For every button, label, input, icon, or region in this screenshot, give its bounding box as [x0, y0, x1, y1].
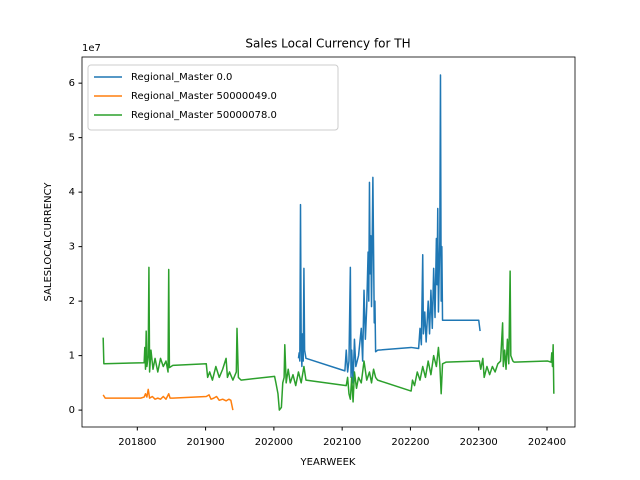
x-tick-label: 202300	[460, 437, 498, 448]
x-axis-label: YEARWEEK	[300, 457, 356, 468]
line-series	[102, 388, 234, 411]
x-tick-label: 201900	[186, 437, 224, 448]
x-tick-label: 202400	[528, 437, 566, 448]
legend-label: Regional_Master 0.0	[131, 72, 232, 83]
x-tick-label: 202000	[255, 437, 293, 448]
line-series	[297, 74, 481, 384]
axes-frame	[81, 56, 576, 428]
y-axis-label: SALESLOCALCURRENCY	[43, 182, 54, 302]
y-tick-label: 5	[69, 133, 75, 144]
line-series	[102, 266, 555, 411]
legend-label: Regional_Master 50000078.0	[131, 110, 277, 121]
x-tick-label: 201800	[118, 437, 156, 448]
legend-label: Regional_Master 50000049.0	[131, 91, 277, 102]
y-tick-label: 0	[69, 405, 75, 416]
y-tick-label: 3	[69, 242, 75, 253]
y-tick-label: 1	[69, 351, 75, 362]
y-tick-label: 6	[69, 78, 75, 89]
y-offset-label: 1e7	[82, 43, 101, 54]
x-tick-label: 202100	[323, 437, 361, 448]
y-tick-label: 2	[69, 296, 75, 307]
y-tick-label: 4	[69, 187, 75, 198]
legend-box	[87, 64, 339, 131]
x-tick-label: 202200	[391, 437, 429, 448]
chart-title: Sales Local Currency for TH	[245, 37, 410, 51]
